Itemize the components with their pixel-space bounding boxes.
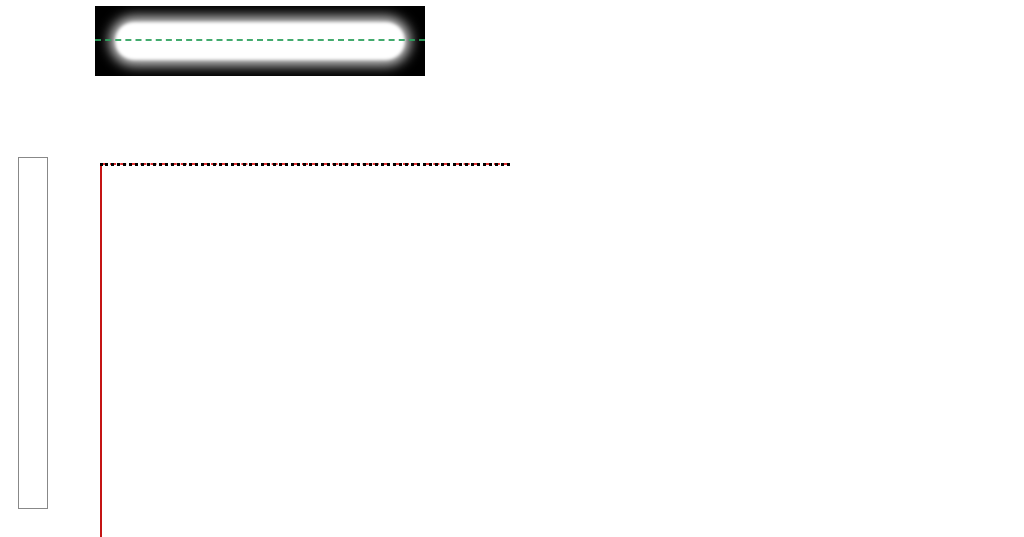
voltage-scale-label [112,390,128,462]
profile-line-horizontal-black [100,163,510,166]
kpfm-map [100,163,510,537]
co-wire-blob [115,22,405,60]
profile-line-vertical-red [100,163,102,537]
x-profile-chart [480,242,1024,537]
length-scalebar-line [136,465,230,468]
voltage-scalebar-line [136,389,139,467]
kpfm-canvas [100,163,510,537]
bias-voltage-chart [480,0,1024,242]
colorbar [18,157,48,509]
sem-image [95,6,425,76]
profile-dashed-line [95,39,425,41]
